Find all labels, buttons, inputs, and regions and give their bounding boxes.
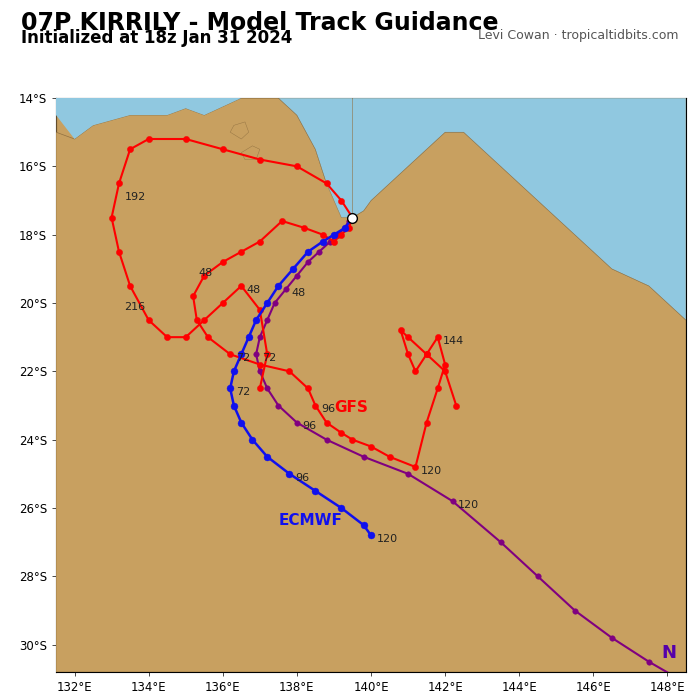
Text: 48: 48 [247, 285, 261, 295]
Text: GFS: GFS [334, 400, 368, 415]
Text: N: N [662, 644, 676, 661]
Text: 120: 120 [377, 534, 398, 544]
Polygon shape [56, 98, 686, 115]
Polygon shape [353, 98, 686, 320]
Text: Initialized at 18z Jan 31 2024: Initialized at 18z Jan 31 2024 [21, 29, 293, 48]
Text: 48: 48 [291, 288, 306, 298]
Text: 72: 72 [262, 353, 276, 363]
Polygon shape [241, 98, 353, 218]
Text: 96: 96 [295, 473, 309, 483]
Polygon shape [241, 146, 260, 160]
Polygon shape [56, 98, 686, 672]
Text: 72: 72 [236, 353, 250, 363]
Polygon shape [241, 98, 353, 218]
Text: 192: 192 [125, 193, 146, 202]
Text: 96: 96 [302, 421, 316, 431]
Polygon shape [56, 98, 241, 139]
Text: ECMWF: ECMWF [279, 513, 342, 528]
Text: 48: 48 [199, 267, 213, 278]
Text: 120: 120 [458, 500, 480, 510]
Text: 72: 72 [236, 387, 250, 398]
Text: Levi Cowan · tropicaltidbits.com: Levi Cowan · tropicaltidbits.com [479, 29, 679, 43]
Text: 120: 120 [421, 466, 442, 476]
Text: 96: 96 [321, 405, 335, 414]
Text: 07P KIRRILY - Model Track Guidance: 07P KIRRILY - Model Track Guidance [21, 10, 498, 34]
Text: 216: 216 [125, 302, 146, 312]
Polygon shape [230, 122, 248, 139]
Text: 144: 144 [443, 336, 465, 346]
Polygon shape [353, 98, 686, 269]
